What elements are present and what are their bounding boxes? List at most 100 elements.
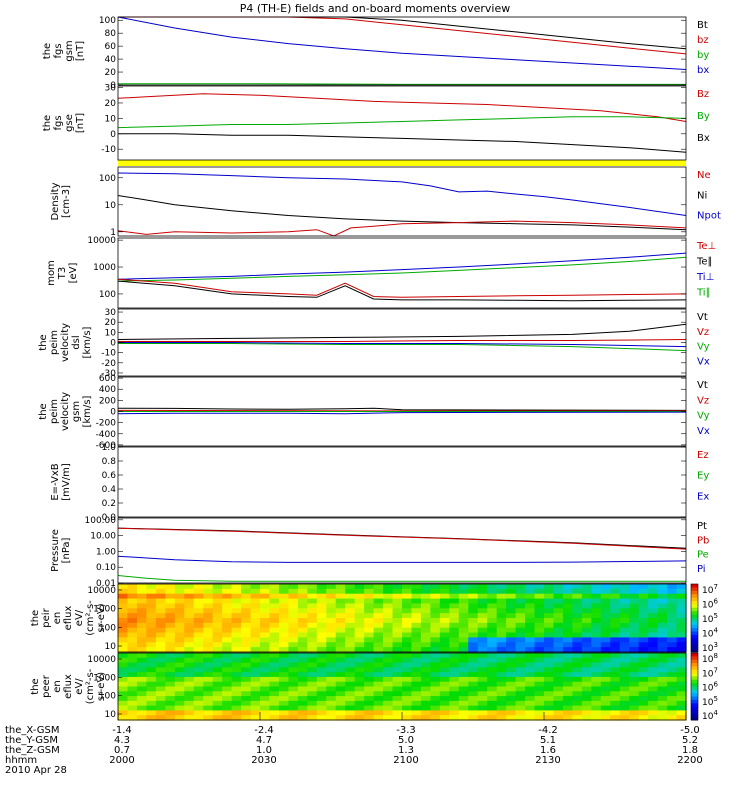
y-axis-label: E=-VxB[mV/m] <box>50 463 72 501</box>
series-line-Vt <box>117 323 687 340</box>
y-tick-label: 10 <box>105 328 117 338</box>
y-tick-label: 0.01 <box>96 579 116 589</box>
panel-density: 100 10 1 Ne Ni Npot Density[cm-3] <box>50 166 721 238</box>
y-tick-label: 100 <box>99 623 116 633</box>
footer-row-label: the_Z-GSM <box>5 745 60 756</box>
y-tick-label: 20 <box>105 99 117 109</box>
series-line-Bx <box>118 133 687 153</box>
series-line-Te⊥ <box>117 278 687 298</box>
series-line-Vz <box>118 339 687 342</box>
series-group <box>117 407 687 415</box>
y-tick-label: 0 <box>110 81 116 91</box>
footer-value: -5.0 <box>680 725 700 736</box>
legend-bx: bx <box>697 65 709 76</box>
y-tick-label: 80 <box>105 29 117 39</box>
y-tick-label: 0 <box>110 130 116 140</box>
y-axis-label: thepeimvelocitydsl[km/s] <box>38 323 93 362</box>
y-tick-label: 1000 <box>93 605 116 615</box>
y-axis-label: thefgsgse[nT] <box>42 113 86 133</box>
footer-value: -2.4 <box>254 725 274 736</box>
y-tick-label: -20 <box>101 359 116 369</box>
series-group <box>117 93 687 153</box>
y-tick-label: 0 <box>110 339 116 349</box>
legend-Pe: Pe <box>697 550 709 561</box>
series-line-Vy <box>118 343 687 352</box>
y-tick-label: 10 <box>105 114 117 124</box>
y-tick-label: 0.8 <box>102 457 117 467</box>
y-tick-label: 100 <box>99 692 116 702</box>
footer-value: 1.0 <box>256 745 272 756</box>
footer-value: -1.4 <box>112 725 132 736</box>
colorbar-label: 105 <box>702 695 718 708</box>
y-tick-label: 1000 <box>93 673 116 683</box>
y-tick-label: 10 <box>105 201 117 211</box>
legend-Pt: Pt <box>697 521 707 532</box>
y-tick-label: 400 <box>99 385 116 395</box>
series-group <box>117 172 687 237</box>
footer-value: 2100 <box>393 755 418 766</box>
y-tick-label: 60 <box>105 42 117 52</box>
y-tick-label: 0.4 <box>102 485 117 495</box>
colorbar-peer_spec <box>690 652 699 721</box>
y-tick-label: 10.00 <box>90 532 116 542</box>
chart-title: P4 (TH-E) fields and on-board moments ov… <box>240 2 511 15</box>
y-tick-label: 0 <box>110 408 116 418</box>
footer-value: 2200 <box>677 755 702 766</box>
series-line-bx <box>117 16 687 70</box>
legend-Bx: Bx <box>697 133 710 144</box>
legend-Pi: Pi <box>697 564 706 575</box>
legend-Ne: Ne <box>697 170 711 181</box>
series-line-bz <box>118 16 687 55</box>
legend-Vz: Vz <box>697 395 709 406</box>
y-tick-label: 0.2 <box>102 499 116 509</box>
y-axis-label: thepeirenefluxeV/(cm²-s-sr-eV) <box>30 600 107 636</box>
legend-By: By <box>697 111 710 122</box>
legend-Ti∥: Ti∥ <box>696 288 711 299</box>
panel-frame <box>117 446 687 518</box>
legend-Vy: Vy <box>697 411 710 422</box>
panel-frame <box>117 583 687 653</box>
spectrogram-peir_spec <box>118 584 687 653</box>
footer-value: 1.8 <box>682 745 698 756</box>
y-axis-label: thefgsgsm[nT] <box>42 40 86 61</box>
legend-Vt: Vt <box>697 312 708 323</box>
footer-row-label: hhmm <box>5 755 37 766</box>
legend-Te⊥: Te⊥ <box>696 241 716 252</box>
panel-frame <box>117 308 687 377</box>
footer-value: 2030 <box>251 755 276 766</box>
y-tick-label: 10000 <box>87 655 116 665</box>
series-line-Pb <box>117 527 687 550</box>
y-tick-label: -400 <box>96 430 117 440</box>
footer-value: -4.2 <box>538 725 558 736</box>
footer-date: 2010 Apr 28 <box>5 765 67 776</box>
panel-fgs_gse: 30 20 10 0 -10 Bz By Bx thefgsgse[nT] <box>42 84 710 161</box>
colorbar-peir_spec <box>690 583 699 653</box>
footer-value: -3.3 <box>396 725 416 736</box>
footer-value: 5.1 <box>540 735 556 746</box>
legend-Npot: Npot <box>697 211 721 222</box>
panel-efield: 1.0 0.8 0.6 0.4 0.2 0.0 Ez Ey Ex E=-VxB[mV/m] <box>50 443 709 523</box>
quality-flag-bar <box>118 160 686 166</box>
legend-Ni: Ni <box>697 190 707 201</box>
panel-frame <box>117 16 687 86</box>
y-tick-label: -600 <box>96 441 117 451</box>
footer-row-label: the_Y-GSM <box>5 735 58 746</box>
y-axis-label: thepeerenefluxeV/(cm²-s-sr-eV) <box>30 668 107 704</box>
legend-Vx: Vx <box>697 426 710 437</box>
series-line-Ti∥ <box>117 256 687 282</box>
legend-Vz: Vz <box>697 327 709 338</box>
y-tick-label: 600 <box>99 374 116 384</box>
series-line-Pi <box>117 555 687 563</box>
y-axis-label: Density[cm-3] <box>50 182 72 220</box>
y-tick-label: -10 <box>101 349 116 359</box>
y-tick-label: 100 <box>99 174 116 184</box>
y-tick-label: 10 <box>105 710 117 720</box>
colorbar-label: 104 <box>702 627 718 640</box>
legend-Pb: Pb <box>697 535 709 546</box>
series-line-Vz <box>117 409 686 412</box>
legend-Ey: Ey <box>697 471 709 482</box>
